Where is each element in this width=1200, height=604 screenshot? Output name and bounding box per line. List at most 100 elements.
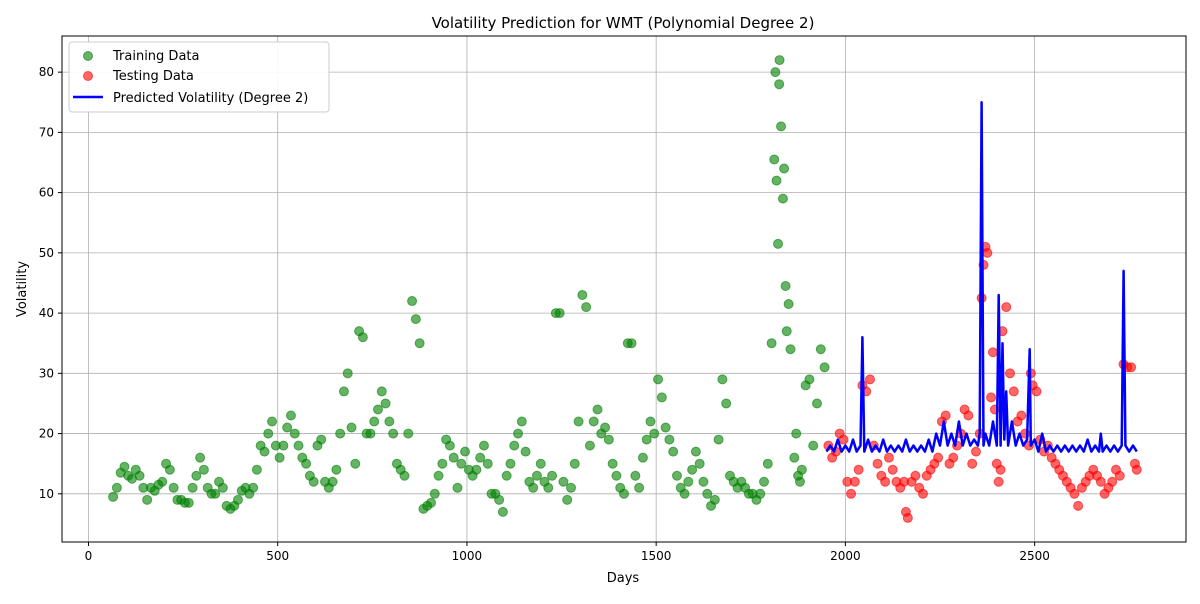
- training-point: [690, 446, 701, 457]
- training-point: [698, 476, 709, 487]
- training-point: [494, 494, 505, 505]
- testing-point: [933, 452, 944, 463]
- training-point: [346, 422, 357, 433]
- testing-point: [993, 476, 1004, 487]
- testing-point: [872, 458, 883, 469]
- training-point: [619, 488, 629, 499]
- training-point: [327, 476, 338, 487]
- testing-point: [1031, 386, 1042, 397]
- testing-point: [849, 476, 860, 487]
- training-point: [278, 440, 289, 451]
- training-point: [794, 476, 805, 487]
- training-point: [789, 452, 800, 463]
- training-point: [251, 464, 262, 475]
- training-point: [607, 458, 618, 469]
- training-point: [694, 458, 705, 469]
- legend-marker-training: [83, 51, 93, 61]
- training-point: [308, 476, 319, 487]
- training-point: [195, 452, 206, 463]
- training-point: [142, 494, 153, 505]
- training-point: [683, 476, 694, 487]
- training-point: [588, 416, 599, 427]
- training-point: [285, 410, 296, 421]
- training-point: [535, 458, 546, 469]
- training-point: [770, 67, 781, 78]
- testing-point: [1095, 476, 1106, 487]
- training-point: [774, 79, 785, 90]
- training-point: [687, 464, 698, 475]
- training-point: [187, 482, 198, 493]
- training-point: [282, 422, 293, 433]
- training-point: [429, 488, 440, 499]
- training-point: [388, 428, 399, 439]
- training-point: [543, 482, 554, 493]
- training-point: [774, 55, 785, 66]
- training-point: [157, 476, 168, 487]
- x-tick-label: 1500: [641, 549, 672, 563]
- training-point: [762, 458, 773, 469]
- training-point: [562, 494, 573, 505]
- y-tick-label: 30: [39, 366, 54, 380]
- x-axis-label: Days: [607, 571, 640, 586]
- training-point: [403, 428, 414, 439]
- testing-point: [1114, 470, 1125, 481]
- training-point: [478, 440, 489, 451]
- training-point: [796, 464, 807, 475]
- training-point: [649, 428, 660, 439]
- y-tick-label: 40: [39, 306, 54, 320]
- training-points: [108, 55, 830, 517]
- training-point: [198, 464, 209, 475]
- training-point: [384, 416, 395, 427]
- x-tick-label: 2500: [1019, 549, 1050, 563]
- testing-point: [995, 464, 1006, 475]
- training-point: [679, 488, 690, 499]
- training-point: [668, 446, 679, 457]
- y-axis-label: Volatility: [15, 261, 30, 317]
- legend-label-training: Training Data: [112, 49, 199, 64]
- training-point: [376, 386, 387, 397]
- training-point: [433, 470, 444, 481]
- training-point: [626, 338, 637, 349]
- testing-point: [1107, 476, 1118, 487]
- testing-point: [967, 458, 978, 469]
- testing-point: [853, 464, 864, 475]
- training-point: [191, 470, 202, 481]
- training-point: [497, 506, 508, 517]
- training-point: [513, 428, 524, 439]
- training-point: [301, 458, 312, 469]
- testing-point: [902, 512, 913, 523]
- training-point: [373, 404, 384, 415]
- training-point: [637, 452, 648, 463]
- y-tick-label: 60: [39, 186, 54, 200]
- training-point: [566, 482, 577, 493]
- training-point: [611, 470, 622, 481]
- training-point: [471, 464, 482, 475]
- training-point: [709, 494, 720, 505]
- training-point: [289, 428, 300, 439]
- training-point: [232, 494, 243, 505]
- predicted-volatility-line: [825, 101, 1138, 453]
- training-point: [771, 175, 782, 186]
- testing-point: [1069, 488, 1080, 499]
- training-point: [183, 497, 194, 508]
- training-point: [425, 497, 436, 508]
- training-point: [554, 308, 565, 319]
- x-tick-label: 1000: [452, 549, 483, 563]
- legend-label-testing: Testing Data: [112, 69, 194, 84]
- training-point: [656, 392, 667, 403]
- training-point: [111, 482, 122, 493]
- training-point: [338, 386, 349, 397]
- training-point: [168, 482, 179, 493]
- training-point: [630, 470, 641, 481]
- training-point: [509, 440, 520, 451]
- training-point: [293, 440, 304, 451]
- training-point: [584, 440, 595, 451]
- training-point: [773, 238, 784, 249]
- training-point: [119, 461, 130, 472]
- legend-label-predicted: Predicted Volatility (Degree 2): [113, 91, 308, 106]
- training-point: [645, 416, 656, 427]
- training-point: [164, 464, 175, 475]
- testing-point: [864, 374, 875, 385]
- testing-point: [940, 410, 951, 421]
